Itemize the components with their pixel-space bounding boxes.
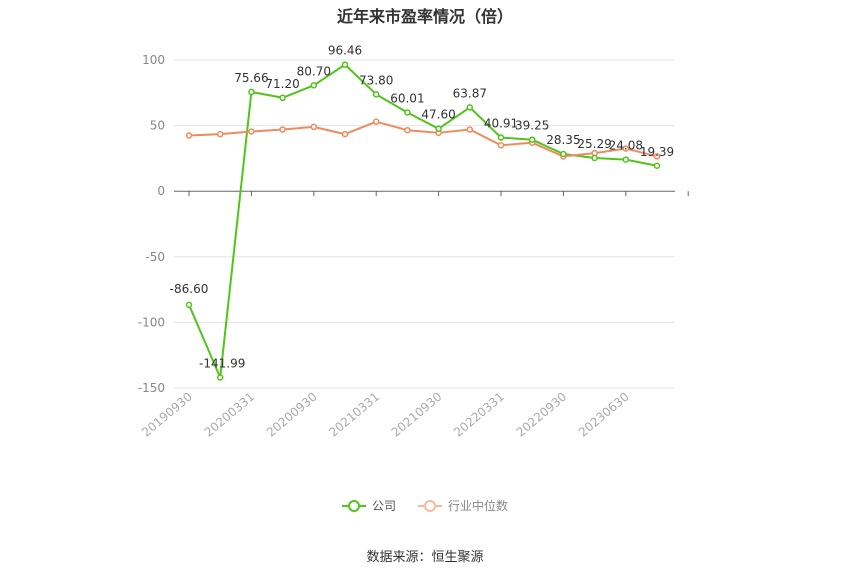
data-point-company (466, 104, 474, 111)
legend: 公司 行业中位数 (0, 497, 850, 514)
data-source: 数据来源：恒生聚源 (366, 550, 484, 565)
series-line-company (188, 63, 658, 379)
data-point-industry (185, 132, 193, 139)
x-tick-label: 20210331 (326, 390, 382, 440)
data-point-industry (310, 123, 318, 131)
data-point-industry (216, 130, 224, 138)
data-label: 71.20 (265, 77, 299, 91)
data-point-company (497, 134, 505, 141)
legend-item-company[interactable]: 公司 (341, 497, 396, 514)
y-tick-label: 0 (157, 184, 165, 198)
x-tick-label: 20230630 (576, 390, 632, 440)
y-tick-label: -50 (145, 250, 165, 264)
data-point-industry (372, 118, 380, 125)
legend-company-label: 公司 (371, 499, 396, 513)
legend-company-marker-icon (341, 499, 366, 513)
data-point-industry (341, 130, 349, 138)
data-point-industry (622, 145, 630, 152)
legend-industry-label: 行业中位数 (448, 499, 509, 513)
series-line-industry (188, 120, 658, 158)
data-label: 73.80 (359, 73, 393, 87)
data-point-industry (279, 126, 286, 133)
data-point-company (528, 136, 536, 143)
y-tick-label: -150 (138, 381, 165, 395)
data-label: 96.46 (328, 44, 362, 58)
data-point-company (653, 162, 661, 170)
x-tick-label: 20220331 (451, 390, 507, 440)
data-point-industry (497, 142, 505, 149)
data-label: 63.87 (453, 86, 487, 100)
y-tick-label: 50 (150, 119, 165, 133)
data-label: 47.60 (421, 108, 455, 122)
chart-title: 近年来市盈率情况（倍） (336, 7, 513, 26)
data-point-company (279, 94, 286, 102)
data-point-industry (466, 126, 474, 133)
data-label: -86.60 (170, 282, 209, 296)
data-point-company (248, 88, 255, 96)
data-point-company (185, 301, 193, 309)
data-point-company (622, 156, 630, 163)
data-point-industry (653, 153, 661, 160)
x-tick-label: 20200331 (202, 390, 258, 440)
data-point-company (372, 91, 380, 98)
data-point-industry (404, 126, 411, 134)
x-tick-label: 20200930 (264, 390, 320, 440)
legend-item-industry[interactable]: 行业中位数 (418, 497, 508, 514)
data-point-company (435, 125, 442, 132)
data-point-company (560, 150, 567, 158)
y-tick-label: 100 (142, 53, 165, 67)
data-label: 80.70 (297, 64, 331, 78)
data-point-company (216, 374, 224, 381)
x-tick-label: 20210930 (389, 390, 445, 440)
data-label: 60.01 (390, 91, 424, 105)
legend-industry-marker-icon (418, 499, 442, 513)
x-tick-label: 20220930 (514, 390, 570, 440)
data-point-industry (248, 128, 255, 135)
data-label: 40.91 (484, 117, 518, 131)
data-label: 19.39 (640, 145, 674, 159)
data-label: 28.35 (546, 133, 580, 147)
data-label: 75.66 (234, 71, 268, 85)
data-point-company (310, 82, 318, 89)
data-label: 24.08 (609, 139, 643, 153)
data-label: 39.25 (515, 119, 549, 133)
x-tick-label: 20190930 (139, 390, 195, 440)
y-tick-label: -100 (138, 315, 165, 329)
data-point-company (591, 154, 598, 162)
data-label: 25.29 (577, 137, 611, 151)
data-label: -141.99 (199, 356, 245, 370)
data-point-company (341, 61, 349, 68)
data-point-company (404, 109, 411, 116)
